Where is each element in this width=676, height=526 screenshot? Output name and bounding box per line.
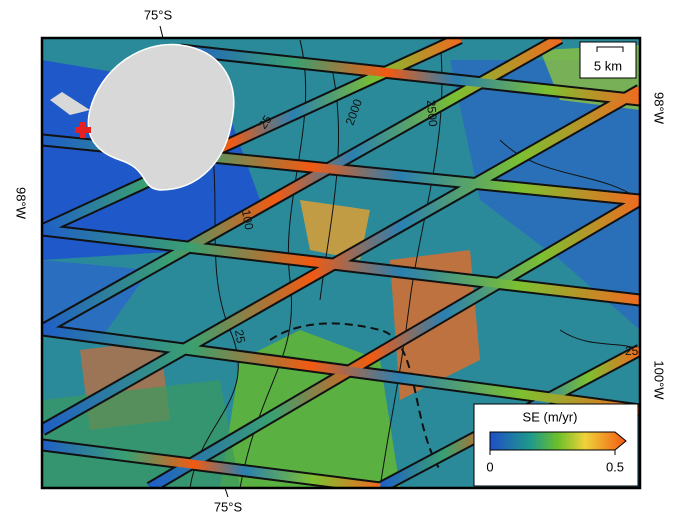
lon-label: 100°W	[652, 360, 667, 400]
lat-label: 75°S	[214, 499, 243, 514]
map-figure: 25 2000 100 25 25 2500 5 km 75°S 75°S 98…	[0, 0, 676, 526]
contour-label: 25	[232, 329, 248, 345]
contour-label: 2500	[424, 99, 440, 127]
scale-label: 5 km	[594, 58, 622, 73]
contour-label: 25	[625, 344, 639, 358]
lon-label: 98°W	[652, 92, 667, 125]
colorbar-tick-label: 0.5	[606, 459, 624, 474]
lon-label: 98°W	[14, 187, 29, 220]
colorbar-title: SE (m/yr)	[523, 409, 578, 424]
colorbar-tick-label: 0	[486, 459, 493, 474]
lat-label: 75°S	[144, 7, 173, 22]
scale-bar: 5 km	[580, 42, 636, 78]
colorbar: SE (m/yr) 0 0.5	[474, 404, 638, 486]
